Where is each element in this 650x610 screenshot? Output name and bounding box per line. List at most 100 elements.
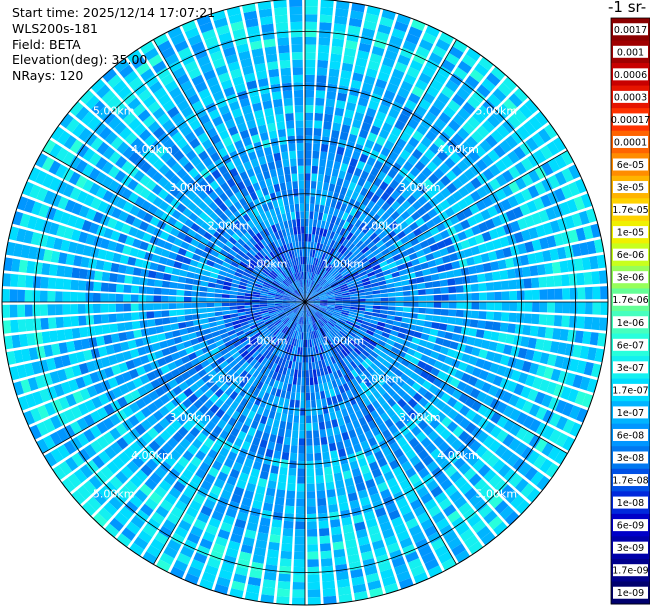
ray-gate — [161, 295, 169, 302]
ray-gate — [168, 487, 182, 499]
ray-gate — [288, 312, 295, 319]
ray-gate — [348, 352, 356, 361]
ray-gate — [307, 241, 311, 250]
ray-gate — [164, 331, 174, 340]
ray-gate — [290, 304, 299, 309]
ray-gate — [129, 542, 145, 557]
ray-gate — [413, 366, 424, 376]
ray-gate — [351, 506, 362, 517]
ray-gate — [358, 42, 372, 53]
ray-gate — [382, 495, 395, 507]
ray-gate — [336, 369, 343, 378]
ray-gate — [274, 299, 283, 301]
ray-gate — [43, 190, 55, 205]
ray-gate — [96, 105, 111, 120]
ray-gate — [233, 201, 243, 211]
ray-gate — [324, 221, 330, 230]
ray-gate — [301, 279, 304, 287]
ray-gate — [320, 318, 327, 325]
ray-gate — [204, 409, 215, 420]
ray-gate — [164, 266, 173, 274]
ray-gate — [66, 340, 76, 353]
ray-gate — [409, 455, 421, 467]
ray-gate — [386, 283, 395, 289]
ray-gate — [140, 464, 153, 477]
ray-gate — [24, 198, 36, 213]
ray-gate — [257, 275, 266, 282]
ray-gate — [401, 200, 411, 210]
ray-gate — [477, 320, 486, 329]
ray-gate — [115, 293, 124, 302]
ray-gate — [300, 392, 305, 401]
ray-gate — [319, 295, 327, 298]
ray-gate — [102, 190, 114, 203]
ray-gate — [142, 115, 156, 128]
ray-gate — [334, 306, 343, 310]
ray-gate — [135, 398, 147, 410]
ray-gate — [202, 270, 212, 277]
ray-gate — [305, 158, 312, 166]
ray-gate — [452, 39, 468, 53]
ray-gate — [435, 454, 447, 466]
ray-gate — [454, 476, 468, 489]
ray-gate — [360, 440, 370, 450]
ray-gate — [320, 279, 327, 286]
ray-gate — [355, 426, 364, 436]
ray-gate — [539, 352, 550, 365]
ray-gate — [299, 188, 304, 197]
ray-gate — [470, 177, 482, 189]
ray-gate — [533, 197, 545, 211]
ray-gate — [265, 277, 273, 284]
ray-gate — [342, 221, 350, 230]
ray-gate — [306, 430, 313, 439]
ray-gate — [217, 496, 229, 508]
ray-gate — [428, 197, 439, 208]
ray-gate — [269, 286, 278, 292]
ray-gate — [176, 203, 187, 213]
ray-gate — [339, 455, 349, 465]
ray-gate — [288, 467, 297, 476]
ray-gate — [270, 137, 279, 147]
ray-gate — [229, 167, 239, 178]
ray-gate — [371, 316, 380, 321]
ray-gate — [62, 167, 75, 182]
ray-gate — [403, 368, 413, 377]
ray-gate — [314, 345, 319, 354]
ray-gate — [299, 324, 302, 332]
ray-gate — [424, 402, 435, 413]
ray-gate — [318, 29, 331, 39]
ray-gate — [325, 263, 332, 272]
colorbar-tick-bg — [613, 541, 648, 554]
ray-gate — [324, 113, 333, 123]
ray-gate — [79, 464, 94, 479]
ray-gate — [291, 346, 296, 354]
ray-gate — [290, 158, 297, 167]
ray-gate — [242, 3, 256, 14]
range-label: 5.00km — [476, 105, 518, 118]
ray-gate — [63, 424, 76, 439]
ray-gate — [173, 462, 185, 474]
ray-gate — [173, 220, 184, 230]
ray-gate — [420, 518, 434, 531]
ray-gate — [292, 582, 305, 590]
ray-gate — [505, 209, 517, 222]
ray-gate — [203, 69, 216, 81]
ray-gate — [261, 314, 270, 319]
ray-gate — [231, 580, 246, 591]
ray-gate — [316, 286, 323, 293]
ray-gate — [339, 227, 346, 236]
ray-gate — [403, 296, 411, 302]
ray-gate — [357, 433, 367, 443]
ray-gate — [193, 552, 208, 564]
ray-gate — [75, 159, 88, 174]
ray-gate — [384, 368, 394, 378]
ray-gate — [312, 300, 321, 302]
ray-gate — [254, 243, 262, 252]
ray-gate — [333, 271, 341, 278]
range-label: 3.00km — [169, 181, 211, 194]
ray-gate — [82, 148, 96, 162]
ray-gate — [394, 61, 408, 73]
ray-gate — [2, 304, 10, 318]
ray-gate — [243, 489, 254, 500]
ray-gate — [228, 500, 240, 511]
